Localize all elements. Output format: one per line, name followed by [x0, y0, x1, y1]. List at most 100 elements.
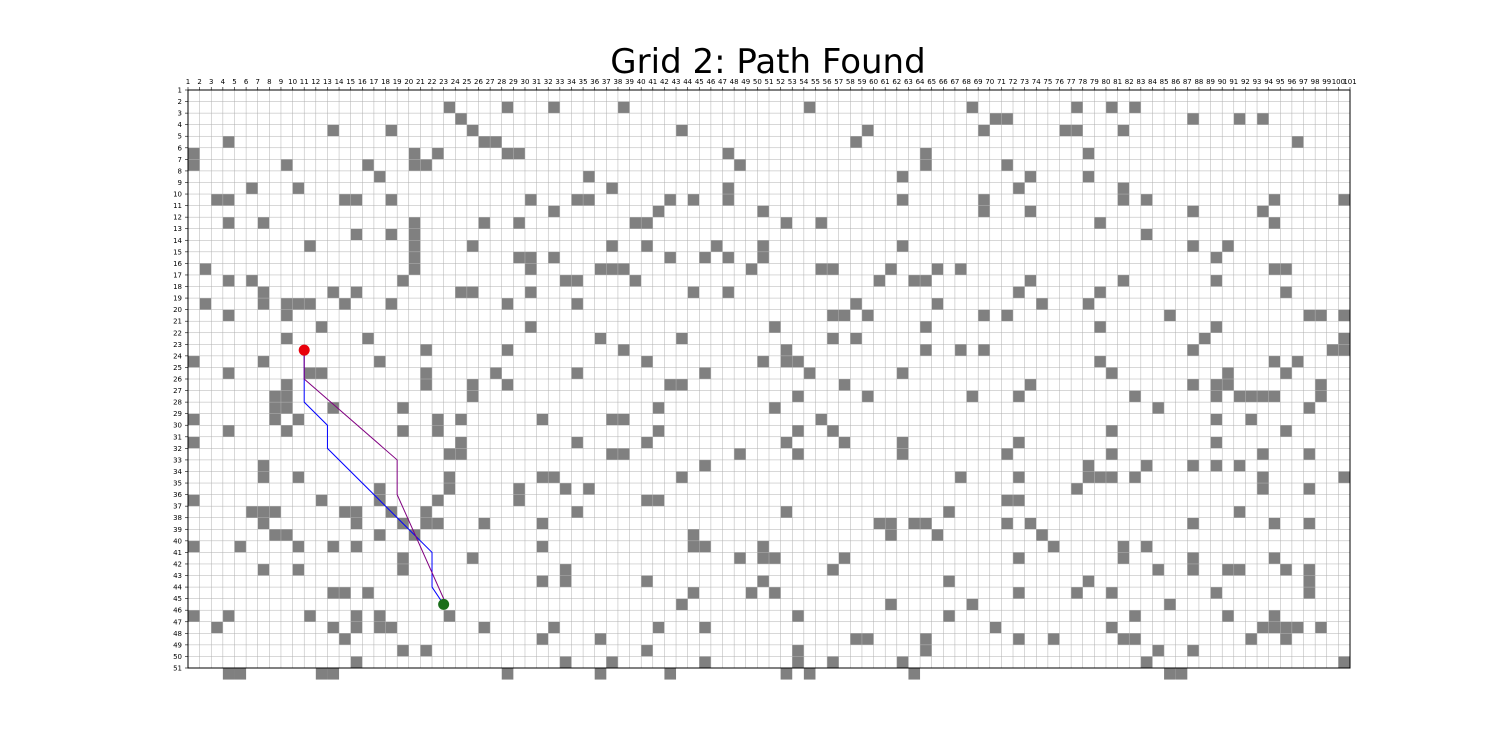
- obstacle-cell: [571, 367, 584, 379]
- obstacle-cell: [257, 506, 270, 518]
- obstacle-cell: [443, 101, 456, 114]
- obstacle-cell: [548, 251, 560, 264]
- obstacle-cell: [594, 263, 607, 275]
- obstacle-cell: [908, 517, 921, 530]
- obstacle-cell: [246, 506, 258, 518]
- obstacle-cell: [908, 668, 921, 680]
- obstacle-cell: [641, 436, 653, 449]
- obstacle-cell: [1105, 587, 1118, 599]
- obstacle-cell: [385, 621, 398, 634]
- obstacle-cell: [466, 390, 479, 403]
- obstacle-cell: [1024, 379, 1037, 391]
- obstacle-cell: [397, 425, 409, 437]
- obstacle-cell: [420, 344, 433, 356]
- x-tick-label: 63: [904, 78, 913, 86]
- x-tick-label: 35: [579, 78, 588, 86]
- obstacle-cell: [827, 563, 839, 576]
- obstacle-cell: [188, 159, 200, 171]
- obstacle-cell: [803, 668, 816, 680]
- obstacle-cell: [188, 413, 200, 426]
- obstacle-cell: [1303, 575, 1316, 588]
- obstacle-cell: [606, 413, 618, 426]
- obstacle-cell: [606, 263, 618, 275]
- obstacle-cell: [524, 321, 537, 333]
- obstacle-cell: [1013, 494, 1025, 507]
- x-tick-label: 11: [300, 78, 309, 86]
- obstacle-cell: [420, 379, 433, 391]
- obstacle-cell: [1140, 194, 1153, 206]
- y-tick-label: 35: [173, 480, 182, 488]
- obstacle-cell: [222, 668, 235, 680]
- obstacle-cell: [1129, 101, 1141, 114]
- obstacle-cell: [1013, 471, 1025, 484]
- obstacle-cell: [350, 286, 363, 299]
- obstacle-cell: [1129, 610, 1141, 622]
- x-tick-label: 10: [288, 78, 297, 86]
- x-tick-label: 70: [985, 78, 994, 86]
- obstacle-cell: [292, 298, 305, 310]
- obstacle-cell: [490, 367, 502, 379]
- y-tick-label: 2: [178, 98, 182, 106]
- obstacle-cell: [734, 159, 746, 171]
- obstacle-cell: [420, 367, 433, 379]
- obstacle-cell: [1187, 379, 1199, 391]
- x-tick-label: 3: [209, 78, 213, 86]
- obstacle-cell: [641, 575, 653, 588]
- obstacle-cell: [978, 309, 990, 322]
- obstacle-cell: [641, 217, 653, 229]
- obstacle-cell: [757, 251, 769, 264]
- obstacle-cell: [559, 274, 572, 287]
- obstacle-cell: [1268, 390, 1281, 403]
- obstacle-cell: [571, 274, 584, 287]
- obstacle-cell: [780, 436, 793, 449]
- obstacle-cell: [292, 540, 305, 553]
- obstacle-cell: [1164, 668, 1176, 680]
- x-tick-label: 36: [590, 78, 599, 86]
- obstacle-cell: [769, 587, 781, 599]
- obstacle-cell: [478, 217, 491, 229]
- x-tick-label: 56: [823, 78, 832, 86]
- x-tick-label: 93: [1253, 78, 1262, 86]
- obstacle-cell: [304, 367, 316, 379]
- obstacle-cell: [350, 621, 363, 634]
- obstacle-cell: [1013, 286, 1025, 299]
- obstacle-cell: [792, 425, 804, 437]
- obstacle-cell: [1129, 633, 1141, 645]
- obstacle-cell: [792, 610, 804, 622]
- obstacle-cell: [571, 506, 584, 518]
- obstacle-cell: [687, 540, 700, 553]
- obstacle-cell: [641, 240, 653, 252]
- obstacle-cell: [1094, 286, 1106, 299]
- x-tick-label: 34: [567, 78, 576, 86]
- x-tick-label: 94: [1264, 78, 1273, 86]
- obstacle-cell: [861, 390, 874, 403]
- x-tick-label: 9: [279, 78, 283, 86]
- x-tick-label: 39: [625, 78, 634, 86]
- obstacle-cell: [1036, 298, 1048, 310]
- x-tick-label: 79: [1090, 78, 1099, 86]
- y-tick-label: 24: [173, 352, 182, 360]
- x-tick-label: 73: [1020, 78, 1029, 86]
- obstacle-cell: [722, 286, 735, 299]
- obstacle-cell: [699, 367, 711, 379]
- obstacle-cell: [362, 159, 374, 171]
- obstacle-cell: [280, 390, 293, 403]
- obstacle-cell: [1210, 251, 1223, 264]
- y-tick-label: 48: [173, 630, 182, 638]
- x-tick-label: 101: [1343, 78, 1356, 86]
- obstacle-cell: [687, 529, 700, 541]
- x-tick-label: 43: [672, 78, 681, 86]
- obstacle-cell: [583, 194, 595, 206]
- obstacle-cell: [676, 332, 688, 345]
- obstacle-cell: [722, 194, 735, 206]
- obstacle-cell: [513, 217, 525, 229]
- obstacle-cell: [652, 494, 665, 507]
- obstacle-cell: [1105, 367, 1118, 379]
- obstacle-cell: [583, 170, 595, 183]
- obstacle-cell: [687, 286, 700, 299]
- obstacle-cell: [699, 540, 711, 553]
- obstacle-cell: [269, 390, 281, 403]
- obstacle-cell: [652, 425, 665, 437]
- obstacle-cell: [838, 309, 851, 322]
- obstacle-cell: [1257, 390, 1269, 403]
